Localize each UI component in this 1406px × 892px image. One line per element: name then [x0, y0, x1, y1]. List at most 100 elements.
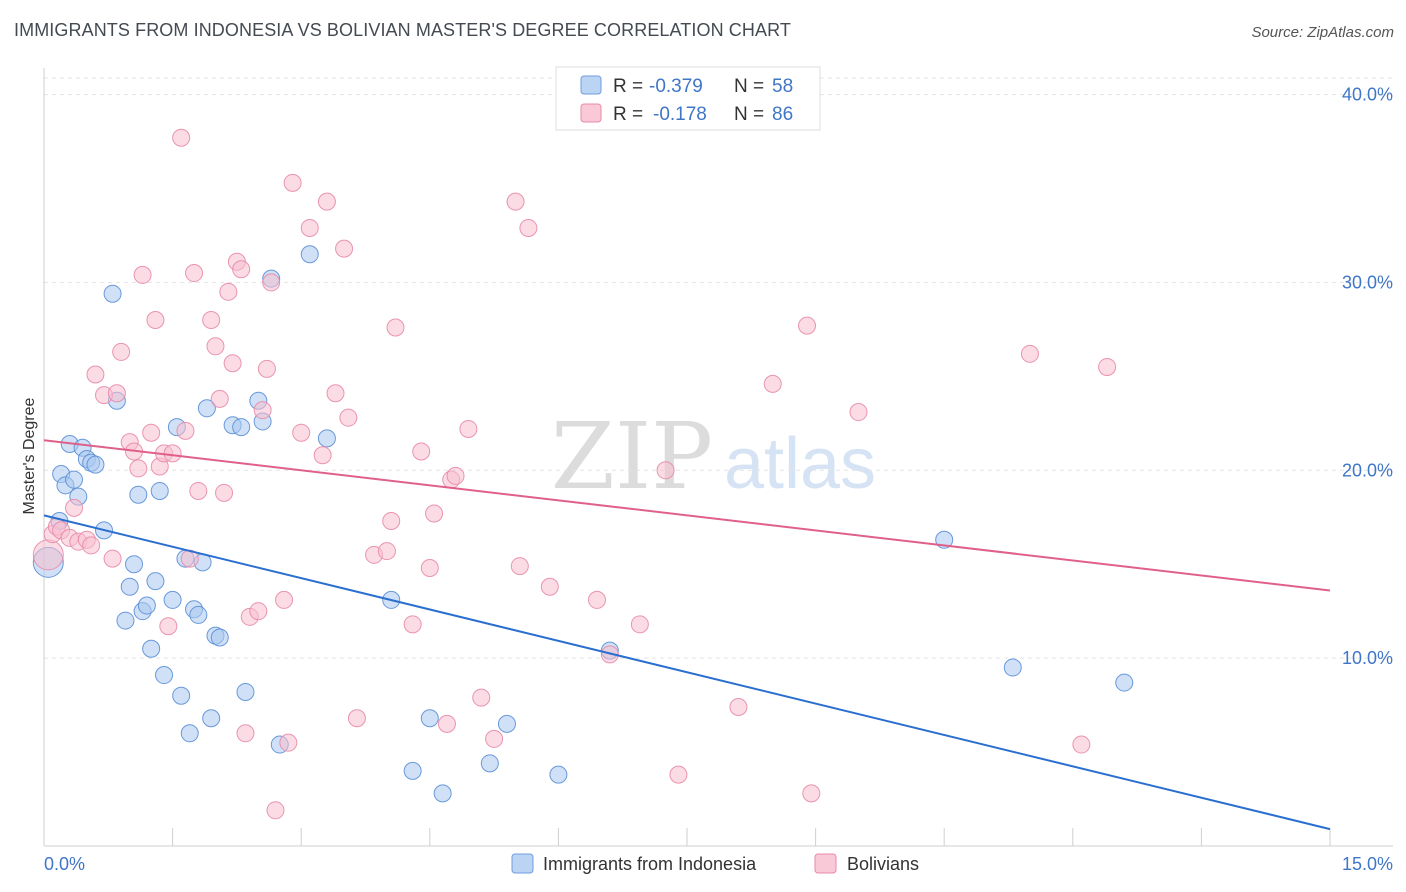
data-point — [382, 512, 401, 531]
x-tick-label-max: 15.0% — [1342, 854, 1393, 874]
data-point — [185, 264, 204, 283]
data-point — [142, 639, 161, 658]
data-point — [763, 374, 782, 393]
data-point — [176, 421, 195, 440]
data-point — [497, 714, 516, 733]
data-point — [137, 596, 156, 615]
data-point — [283, 173, 302, 192]
chart-title: IMMIGRANTS FROM INDONESIA VS BOLIVIAN MA… — [14, 20, 791, 40]
data-point — [1072, 735, 1091, 754]
data-point — [266, 801, 285, 820]
data-point — [386, 318, 405, 337]
data-point — [1020, 344, 1039, 363]
x-tick-label-min: 0.0% — [44, 854, 85, 874]
watermark-zip: ZIP — [551, 403, 713, 510]
data-point — [339, 408, 358, 427]
data-point — [729, 697, 748, 716]
data-point — [549, 765, 568, 784]
data-point — [120, 577, 139, 596]
data-point — [116, 611, 135, 630]
data-point — [210, 389, 229, 408]
data-point — [172, 128, 191, 147]
data-point — [249, 602, 268, 621]
data-point — [86, 455, 105, 474]
data-point — [125, 555, 144, 574]
data-point — [172, 686, 191, 705]
data-point — [587, 590, 606, 609]
data-point — [798, 316, 817, 335]
data-point — [206, 337, 225, 356]
data-point — [437, 714, 456, 733]
gridlines — [44, 77, 1393, 659]
data-point — [1115, 673, 1134, 692]
data-point — [223, 354, 242, 373]
data-point — [326, 384, 345, 403]
data-point — [459, 419, 478, 438]
data-point — [32, 539, 64, 571]
data-point — [669, 765, 688, 784]
data-point — [347, 709, 366, 728]
y-axis-label: Master's Degree — [21, 397, 38, 514]
data-point — [403, 761, 422, 780]
data-point — [253, 401, 272, 420]
data-point — [279, 733, 298, 752]
data-point — [317, 192, 336, 211]
stats-r-label-2: R = — [613, 104, 643, 125]
stats-n-label-2: N = — [734, 104, 764, 125]
data-point — [180, 724, 199, 743]
data-point — [849, 403, 868, 422]
data-point — [159, 617, 178, 636]
stats-legend-swatch-indonesia — [580, 75, 602, 95]
series-legend: Immigrants from Indonesia Bolivians — [511, 853, 919, 874]
chart-source: Source: ZipAtlas.com — [1251, 24, 1394, 41]
data-point — [412, 442, 431, 461]
data-point — [163, 590, 182, 609]
data-point — [335, 239, 354, 258]
y-tick-label-2: 30.0% — [1342, 272, 1393, 292]
stats-legend: R = -0.379 N = 58 R = -0.178 N = 86 — [555, 66, 821, 131]
watermark-atlas: atlas — [724, 424, 876, 504]
data-point — [236, 724, 255, 743]
axes — [43, 68, 1393, 847]
data-point — [65, 470, 84, 489]
data-point — [210, 628, 229, 647]
stats-r-label-1: R = — [613, 76, 643, 97]
data-point — [300, 245, 319, 264]
data-point — [446, 466, 465, 485]
data-point — [103, 549, 122, 568]
trend-line-0 — [43, 514, 1331, 831]
y-tick-label-1: 20.0% — [1342, 460, 1393, 480]
data-point — [403, 615, 422, 634]
legend-swatch-indonesia — [511, 853, 534, 874]
data-point — [202, 311, 221, 329]
y-tick-label-3: 40.0% — [1342, 85, 1393, 105]
watermark: ZIP atlas — [551, 403, 876, 510]
data-point — [317, 429, 336, 448]
stats-n-label-1: N = — [734, 76, 764, 97]
data-point — [142, 423, 161, 442]
data-point — [107, 384, 126, 403]
stats-n-value-1: 58 — [772, 76, 793, 97]
data-point — [232, 418, 251, 437]
data-point — [420, 558, 439, 577]
series-0-points — [32, 245, 1134, 803]
legend-label-indonesia: Immigrants from Indonesia — [543, 854, 757, 874]
data-point — [232, 260, 251, 279]
data-point — [540, 577, 559, 596]
data-point — [292, 423, 311, 442]
data-point — [103, 284, 122, 303]
legend-swatch-bolivians — [814, 853, 837, 874]
data-point — [129, 485, 148, 504]
data-point — [802, 784, 821, 803]
data-point — [1098, 357, 1117, 376]
data-point — [656, 461, 675, 480]
trend-line-1 — [43, 439, 1331, 592]
data-point — [133, 265, 152, 284]
stats-r-value-1: -0.379 — [649, 76, 703, 97]
data-point — [112, 342, 131, 361]
data-point — [163, 444, 182, 463]
data-point — [219, 282, 238, 301]
data-point — [236, 682, 255, 701]
y-tick-labels: 10.0% 20.0% 30.0% 40.0% — [1342, 85, 1393, 669]
